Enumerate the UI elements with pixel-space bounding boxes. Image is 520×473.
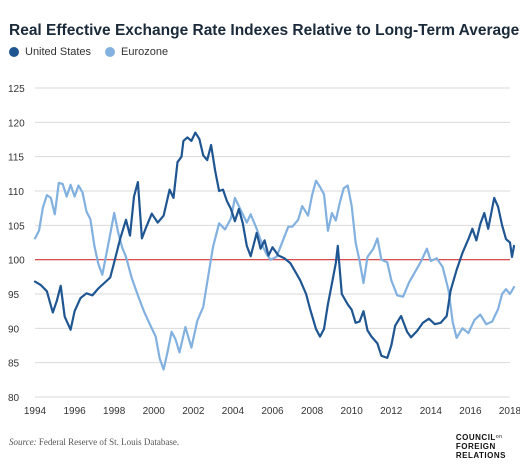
x-tick-label-2014: 2014 — [420, 406, 443, 417]
x-tick-label-2006: 2006 — [261, 406, 284, 417]
x-tick-label-1996: 1996 — [63, 406, 86, 417]
logo-line-2: FOREIGN — [455, 442, 496, 451]
chart-title: Real Effective Exchange Rate Indexes Rel… — [9, 22, 520, 39]
legend-dot-us-icon — [9, 47, 19, 57]
y-tick-label-80: 80 — [8, 393, 20, 404]
legend-label-eurozone: Eurozone — [121, 46, 169, 58]
series-line-eurozone — [33, 179, 516, 371]
legend-label-us: United States — [25, 46, 92, 58]
logo-small: on — [495, 434, 503, 440]
y-tick-label-125: 125 — [8, 84, 25, 95]
x-tick-label-2018: 2018 — [499, 406, 520, 417]
x-tick-label-2016: 2016 — [459, 406, 482, 417]
x-tick-label-2004: 2004 — [222, 406, 245, 417]
x-tick-label-2002: 2002 — [182, 406, 205, 417]
x-tick-label-2008: 2008 — [301, 406, 324, 417]
x-tick-label-2012: 2012 — [380, 406, 403, 417]
source-note: Source: Federal Reserve of St. Louis Dat… — [9, 437, 179, 447]
x-tick-label-1994: 1994 — [24, 406, 47, 417]
logo-line-1: COUNCIL — [455, 433, 496, 442]
legend-item-us: United States — [9, 46, 91, 58]
y-tick-label-95: 95 — [8, 290, 20, 301]
y-tick-label-110: 110 — [8, 187, 24, 198]
cfr-logo: COUNCILon FOREIGN RELATIONS — [456, 433, 506, 460]
y-tick-label-100: 100 — [8, 256, 25, 267]
series-line-united-states — [33, 131, 516, 359]
x-tick-label-2010: 2010 — [341, 406, 364, 417]
y-tick-label-120: 120 — [8, 118, 25, 129]
source-label: Source: — [9, 437, 37, 447]
logo-line-3: RELATIONS — [455, 451, 506, 460]
y-tick-label-90: 90 — [8, 324, 20, 335]
source-text: Federal Reserve of St. Louis Database. — [38, 437, 180, 447]
y-tick-label-85: 85 — [8, 359, 20, 370]
legend-item-eurozone: Eurozone — [105, 46, 168, 58]
y-tick-label-115: 115 — [8, 153, 24, 164]
legend-dot-eurozone-icon — [105, 47, 116, 57]
y-tick-label-105: 105 — [8, 221, 25, 232]
chart-legend: United States Eurozone — [9, 46, 182, 58]
x-tick-label-1998: 1998 — [103, 406, 126, 417]
x-tick-label-2000: 2000 — [143, 406, 166, 417]
